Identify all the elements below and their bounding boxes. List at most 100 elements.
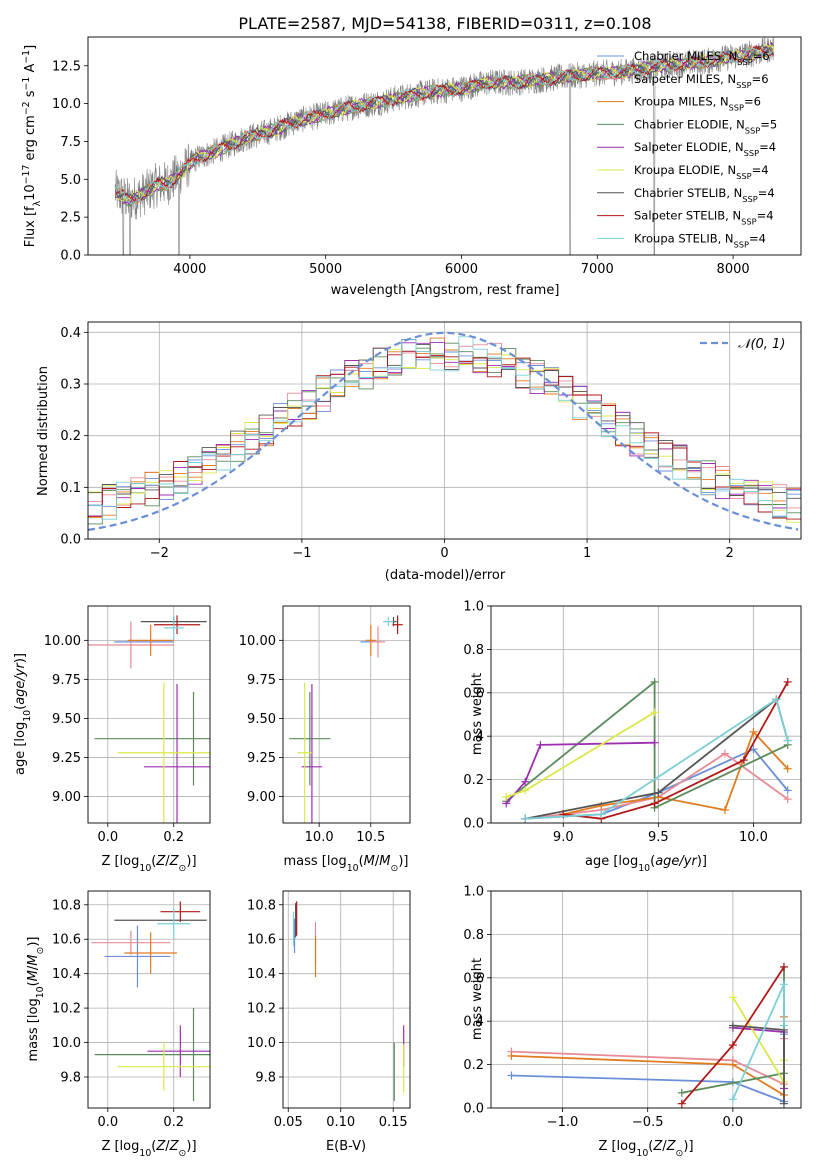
x-axis-label-part: Z bbox=[155, 854, 166, 869]
legend-label-part: Chabrier ELODIE, N bbox=[634, 117, 745, 131]
x-axis-label-part: ⊙ bbox=[179, 863, 187, 874]
legend-label-part: =6 bbox=[753, 49, 770, 63]
x-axis-label-part: 10 bbox=[638, 863, 650, 874]
y-axis-label: mass weight bbox=[470, 673, 485, 755]
x-axis-label-part: Z [log bbox=[101, 854, 139, 869]
y-axis-label-part: mass [log bbox=[26, 998, 41, 1061]
axes-frame bbox=[87, 890, 211, 1109]
axes-frame bbox=[282, 890, 411, 1109]
figure-title: PLATE=2587, MJD=54138, FIBERID=0311, z=0… bbox=[238, 14, 651, 33]
y-tick-label: 9.25 bbox=[247, 751, 276, 766]
mass-vs-ebv-panel: 0.05 0.10 0.15 9.8 10.0 10.2 10.4 10.6 10.8 E(B-V… bbox=[247, 890, 411, 1154]
legend-label: 𝒩(0, 1) bbox=[738, 337, 785, 352]
legend-label-part: SSP bbox=[734, 239, 749, 249]
x-tick-label: 0 bbox=[440, 546, 448, 561]
x-axis-label-part: M bbox=[364, 854, 375, 869]
axes-frame bbox=[87, 36, 802, 256]
x-tick-label: 9.5 bbox=[648, 830, 669, 845]
histogram-step-kroupa_stelib bbox=[88, 336, 801, 520]
x-axis-label-part: )] bbox=[398, 854, 408, 869]
y-axis-label-part: 10 bbox=[23, 184, 38, 201]
y-tick-label: 0.4 bbox=[463, 730, 484, 745]
x-axis-label-part: mass [log bbox=[284, 854, 347, 869]
x-tick-label: 0.05 bbox=[274, 1115, 303, 1130]
y-axis-label-part: erg cm bbox=[23, 115, 38, 164]
y-tick-label: 0.2 bbox=[463, 1058, 484, 1073]
x-axis-label-part: age/yr bbox=[655, 854, 698, 869]
y-tick-label: 1.0 bbox=[463, 600, 484, 615]
x-tick-label: 1 bbox=[583, 546, 591, 561]
x-axis-label-part: 10 bbox=[347, 863, 359, 874]
axes-frame bbox=[490, 890, 802, 1109]
legend-label-part: =4 bbox=[757, 209, 774, 223]
y-axis-label-part: λ bbox=[32, 200, 43, 206]
x-axis-label-part: Z bbox=[169, 1139, 180, 1154]
y-tick-label: 10.6 bbox=[52, 933, 81, 948]
x-axis-label-part: )] bbox=[186, 854, 196, 869]
x-tick-label: 2 bbox=[726, 546, 734, 561]
histogram-step-salpeter_elodie bbox=[88, 341, 801, 517]
y-axis-label-part: −1 bbox=[21, 50, 32, 64]
x-tick-label: 0.0 bbox=[97, 1115, 118, 1130]
axes-frame bbox=[87, 321, 802, 540]
axes-frame bbox=[87, 605, 211, 824]
legend-label-part: Kroupa ELODIE, N bbox=[634, 163, 736, 177]
legend-label-part: SSP bbox=[736, 80, 751, 90]
x-axis-label: Z [log10(Z/Z⊙)] bbox=[101, 854, 196, 874]
y-tick-label: 0.1 bbox=[60, 481, 81, 496]
y-tick-label: 10.0 bbox=[247, 1036, 276, 1051]
legend-label-part: SSP bbox=[744, 148, 759, 158]
y-tick-label: 1.0 bbox=[463, 885, 484, 900]
plot-area bbox=[502, 677, 792, 823]
x-axis-label: age [log10(age/yr)] bbox=[585, 854, 707, 874]
y-tick-label: 9.50 bbox=[52, 712, 81, 727]
plot-area bbox=[507, 962, 788, 1108]
y-axis-label: mass [log10(M/M⊙)] bbox=[26, 937, 46, 1062]
y-tick-label: 10.2 bbox=[52, 1002, 81, 1017]
legend-label-part: Salpeter STELIB, N bbox=[634, 209, 741, 223]
legend-label-part: SSP bbox=[736, 171, 751, 181]
y-axis-label-part: 10 bbox=[35, 986, 46, 998]
y-tick-label: 0.0 bbox=[463, 817, 484, 832]
plot-area bbox=[292, 901, 405, 1102]
x-axis-label-part: 10 bbox=[636, 1148, 648, 1159]
plot-area bbox=[88, 331, 801, 531]
x-tick-label: 10.5 bbox=[356, 830, 385, 845]
histogram-step-chabrier_stelib bbox=[88, 339, 801, 499]
x-axis-label-part: Z bbox=[652, 1139, 663, 1154]
weight-line-kroupa_miles bbox=[563, 730, 789, 816]
y-tick-label: 0.0 bbox=[60, 533, 81, 548]
legend-label-part: Salpeter MILES, N bbox=[634, 72, 736, 86]
legend-label-part: Kroupa MILES, N bbox=[634, 95, 729, 109]
x-tick-label: 0.15 bbox=[379, 1115, 408, 1130]
x-tick-label: 8000 bbox=[717, 262, 750, 277]
legend-label-part: =4 bbox=[749, 231, 766, 245]
y-tick-label: 10.4 bbox=[52, 967, 81, 982]
y-tick-label: 10.00 bbox=[44, 634, 81, 649]
x-axis-label-part: ( bbox=[359, 854, 364, 869]
y-tick-label: 9.50 bbox=[247, 712, 276, 727]
y-axis-label-part: ( bbox=[13, 705, 28, 710]
weight-line-kroupa_stelib bbox=[732, 983, 785, 1100]
x-axis-label: mass [log10(M/M⊙)] bbox=[284, 854, 409, 874]
x-axis-label-part: )] bbox=[697, 854, 707, 869]
y-tick-label: 7.5 bbox=[60, 135, 81, 150]
legend-label: Chabrier ELODIE, NSSP=5 bbox=[634, 117, 777, 135]
y-tick-label: 10.4 bbox=[247, 967, 276, 982]
x-tick-label: 9.0 bbox=[553, 830, 574, 845]
legend-label-part: Chabrier MILES, N bbox=[634, 49, 737, 63]
mass-vs-Z-panel: 0.0 0.29.810.010.210.410.610.8Z [log10(Z/… bbox=[26, 890, 211, 1159]
x-tick-label: 4000 bbox=[173, 262, 206, 277]
x-tick-label: 6000 bbox=[445, 262, 478, 277]
legend-label-part: SSP bbox=[737, 57, 752, 67]
legend-label-part: Chabrier STELIB, N bbox=[634, 186, 742, 200]
y-axis-label-part: Flux [f bbox=[23, 206, 38, 247]
x-axis-label: E(B-V) bbox=[326, 1139, 366, 1154]
y-axis-label-part: −17 bbox=[21, 165, 32, 185]
weight-line-kroupa_stelib bbox=[525, 697, 789, 820]
legend-label: Chabrier MILES, NSSP=6 bbox=[634, 49, 770, 67]
model-line-salpeter_stelib bbox=[114, 44, 774, 203]
age-vs-mass-panel: 10.0 10.5 9.00 9.25 9.50 9.75 10.00 mass [log10… bbox=[239, 605, 411, 874]
y-axis-label-part: A bbox=[23, 64, 38, 77]
